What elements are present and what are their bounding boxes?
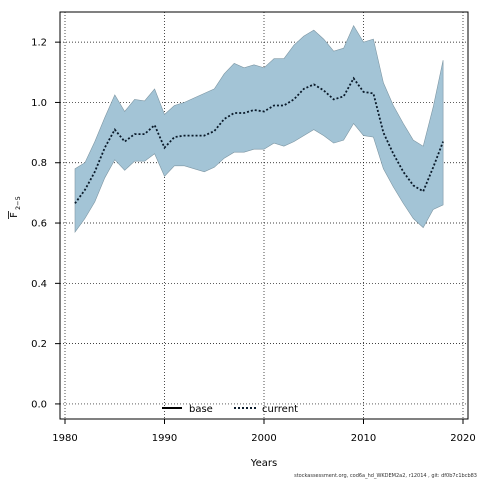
y-tick-label-4: 0.8 <box>31 158 47 169</box>
series-line-current <box>74 76 444 204</box>
y-tick-label-0: 0.0 <box>31 399 47 410</box>
x-axis: 1980 1990 2000 2010 2020 <box>52 419 476 444</box>
x-tick-label-0: 1980 <box>52 433 77 444</box>
confidence-band <box>74 24 444 234</box>
x-tick-label-1: 1990 <box>152 433 177 444</box>
y-tick-label-3: 0.6 <box>31 219 47 230</box>
y-tick-label-6: 1.2 <box>31 38 47 49</box>
legend: base current <box>162 404 298 415</box>
y-axis-title: F 2−5 <box>8 196 22 219</box>
y-tick-label-1: 0.2 <box>31 339 47 350</box>
footer-note: stockassessment.org, cod6a_hd_WKDEM2a2, … <box>294 473 477 479</box>
x-tick-label-2: 2000 <box>251 433 276 444</box>
y-axis-title-subscript: 2−5 <box>14 196 22 210</box>
y-tick-label-5: 1.0 <box>31 98 47 109</box>
y-tick-label-2: 0.4 <box>31 279 47 290</box>
series-lines <box>74 76 444 204</box>
y-axis: 0.0 0.2 0.4 0.6 0.8 1.0 1.2 <box>31 38 60 410</box>
legend-label-current: current <box>262 404 298 415</box>
grid <box>60 12 468 419</box>
y-axis-title-main: F <box>9 212 20 218</box>
x-tick-label-4: 2020 <box>450 433 475 444</box>
legend-label-base: base <box>189 404 213 415</box>
x-axis-title: Years <box>250 458 277 469</box>
x-tick-label-3: 2010 <box>351 433 376 444</box>
